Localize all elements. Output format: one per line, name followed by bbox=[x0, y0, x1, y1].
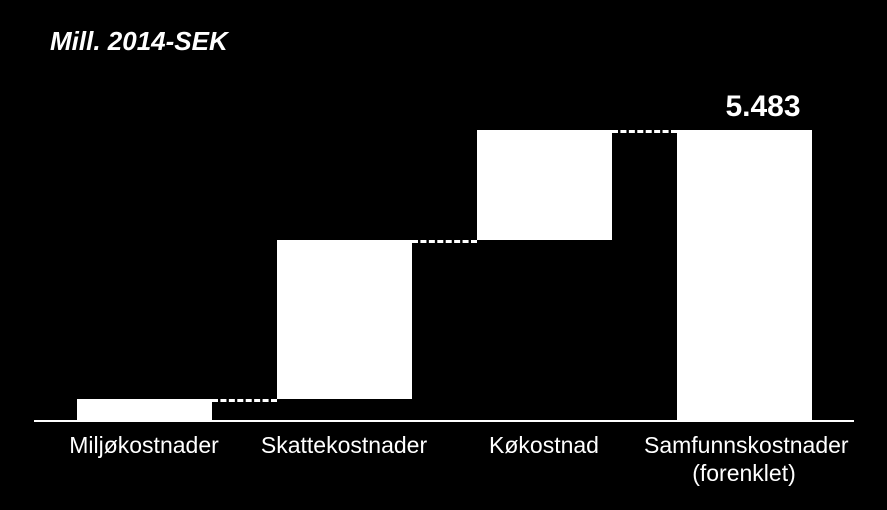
connector-1 bbox=[412, 240, 477, 243]
x-label-kokostnad: Køkostnad bbox=[444, 432, 644, 460]
waterfall-chart: Mill. 2014-SEK 5.483 MiljøkostnaderSkatt… bbox=[0, 0, 887, 510]
total-value-label: 5.483 bbox=[668, 90, 858, 124]
x-label-skattekostnader: Skattekostnader bbox=[244, 432, 444, 460]
bar-kokostnad bbox=[477, 130, 612, 240]
x-label-miljokostnader: Miljøkostnader bbox=[44, 432, 244, 460]
x-label-samfunnskostnader: Samfunnskostnader (forenklet) bbox=[644, 432, 844, 487]
x-axis-line bbox=[34, 420, 854, 422]
connector-0 bbox=[212, 399, 277, 402]
bar-samfunnskostnader bbox=[677, 130, 812, 420]
plot-area: MiljøkostnaderSkattekostnaderKøkostnadSa… bbox=[34, 130, 854, 510]
connector-2 bbox=[612, 130, 677, 133]
y-axis-label: Mill. 2014-SEK bbox=[50, 26, 228, 57]
bar-miljokostnader bbox=[77, 399, 212, 420]
bar-skattekostnader bbox=[277, 240, 412, 399]
